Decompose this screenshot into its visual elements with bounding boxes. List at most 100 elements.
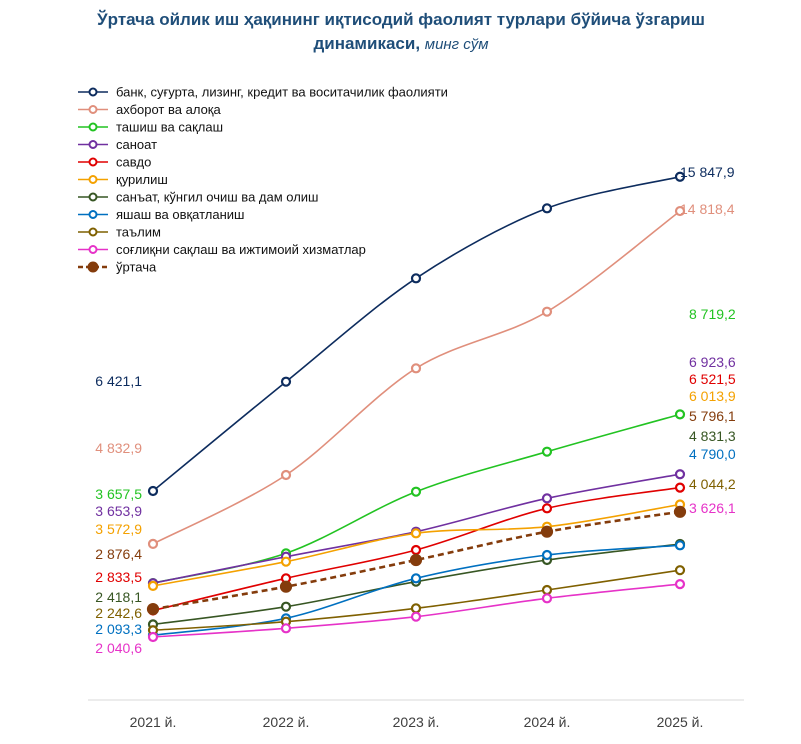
end-value-label: 4 790,0: [689, 446, 736, 462]
data-point: [673, 505, 687, 518]
data-point: [410, 528, 422, 539]
series-markers: [146, 171, 687, 643]
end-value-label: 4 044,2: [689, 476, 736, 492]
legend-marker: [87, 261, 99, 273]
data-point: [674, 469, 686, 480]
data-point: [674, 579, 686, 590]
legend-marker: [88, 140, 98, 149]
data-point: [674, 171, 686, 182]
end-value-label: 5 796,1: [689, 408, 736, 424]
start-value-label: 3 653,9: [95, 503, 142, 519]
legend-item: саноат: [78, 137, 157, 152]
start-value-label: 2 833,5: [95, 569, 142, 585]
legend-marker: [88, 210, 98, 219]
legend-marker: [88, 105, 98, 114]
data-point: [541, 549, 553, 561]
end-value-label: 4 831,3: [689, 428, 736, 444]
legend-item: яшаш ва овқатланиш: [78, 207, 244, 222]
x-tick-label: 2024 й.: [524, 714, 571, 730]
legend-label: ташиш ва сақлаш: [116, 120, 223, 135]
legend-marker: [88, 227, 98, 237]
data-point: [410, 603, 422, 614]
data-point: [541, 584, 553, 596]
x-tick-label: 2025 й.: [657, 714, 704, 730]
data-point: [410, 573, 422, 584]
data-point: [674, 565, 686, 576]
start-value-label: 2 418,1: [95, 589, 142, 605]
series-line-банк-суғурта-лизинг-кредит-ва-воситачилик-фаолияти: [152, 175, 681, 492]
legend-marker: [88, 122, 98, 132]
legend-item: банк, суғурта, лизинг, кредит ва воситач…: [78, 85, 448, 100]
data-point: [279, 580, 293, 593]
data-point: [410, 544, 422, 556]
data-point: [146, 603, 160, 616]
data-point: [410, 273, 422, 284]
legend-marker: [88, 245, 98, 254]
chart-title-text: Ўртача ойлик иш ҳақининг иқтисодий фаоли…: [97, 10, 705, 53]
start-value-label: 2 876,4: [95, 546, 142, 562]
legend-marker: [88, 87, 98, 97]
end-value-label: 6 521,5: [689, 371, 736, 387]
legend-label: савдо: [116, 155, 151, 170]
legend: банк, суғурта, лизинг, кредит ва воситач…: [78, 85, 448, 275]
data-point: [674, 409, 686, 420]
end-value-label: 14 818,4: [680, 201, 735, 217]
data-point: [674, 540, 686, 551]
legend-label: соғлиқни сақлаш ва ижтимоий хизматлар: [116, 242, 366, 257]
data-point: [147, 631, 159, 643]
legend-label: саноат: [116, 137, 157, 152]
legend-item: қурилиш: [78, 172, 168, 187]
data-point: [280, 376, 292, 387]
data-point: [409, 553, 423, 567]
end-value-label: 8 719,2: [689, 306, 736, 322]
legend-label: ўртача: [116, 260, 157, 275]
data-point: [541, 203, 553, 214]
data-point: [541, 306, 553, 317]
end-value-label: 15 847,9: [680, 164, 735, 180]
legend-label: таълим: [116, 225, 161, 240]
x-tick-label: 2022 й.: [263, 714, 310, 730]
legend-item: санъат, кўнгил очиш ва дам олиш: [78, 190, 319, 205]
data-point: [280, 623, 292, 634]
data-point: [410, 363, 422, 374]
start-value-label: 2 040,6: [95, 640, 142, 656]
legend-marker: [88, 192, 98, 202]
data-point: [674, 482, 686, 493]
legend-item: таълим: [78, 225, 161, 240]
x-tick-label: 2023 й.: [393, 714, 440, 730]
data-point: [674, 205, 686, 217]
data-point: [280, 469, 292, 481]
legend-label: санъат, кўнгил очиш ва дам олиш: [116, 190, 319, 205]
x-tick-label: 2021 й.: [130, 714, 177, 730]
data-point: [540, 525, 554, 538]
end-value-label: 6 013,9: [689, 388, 736, 404]
data-point: [147, 485, 159, 497]
legend-marker: [88, 157, 98, 167]
legend-item: савдо: [78, 155, 151, 170]
legend-item: ахборот ва алоқа: [78, 102, 221, 117]
start-value-label: 6 421,1: [95, 373, 142, 389]
data-point: [280, 556, 292, 567]
end-value-label: 6 923,6: [689, 354, 736, 370]
start-value-label: 2 242,6: [95, 605, 142, 621]
chart-title: Ўртача ойлик иш ҳақининг иқтисодий фаоли…: [60, 8, 742, 57]
legend-label: банк, суғурта, лизинг, кредит ва воситач…: [116, 85, 448, 100]
series-line-ўртача: [152, 510, 681, 611]
data-point: [541, 493, 553, 504]
legend-item: ўртача: [78, 260, 157, 275]
legend-item: ташиш ва сақлаш: [78, 120, 223, 135]
start-value-label: 3 657,5: [95, 486, 142, 502]
legend-marker: [88, 175, 98, 184]
x-axis-ticks: 2021 й. 2022 й. 2023 й. 2024 й. 2025 й.: [130, 714, 704, 730]
start-value-label: 3 572,9: [95, 521, 142, 537]
start-value-label: 2 093,3: [95, 621, 142, 637]
data-point: [147, 538, 159, 550]
data-point: [541, 593, 553, 604]
start-value-label: 4 832,9: [95, 440, 142, 456]
data-point: [280, 601, 292, 612]
legend-label: қурилиш: [116, 172, 168, 187]
chart-title-unit: минг сўм: [424, 36, 489, 53]
legend-label: яшаш ва овқатланиш: [116, 207, 244, 222]
end-value-label: 3 626,1: [689, 500, 736, 516]
